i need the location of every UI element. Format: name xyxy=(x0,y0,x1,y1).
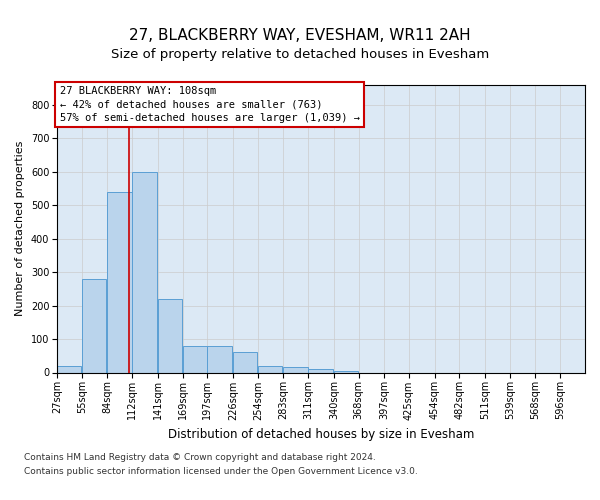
Bar xyxy=(57,366,82,372)
Bar xyxy=(308,369,332,372)
Y-axis label: Number of detached properties: Number of detached properties xyxy=(16,141,25,316)
Bar xyxy=(158,299,182,372)
Bar xyxy=(82,279,106,372)
Bar xyxy=(283,368,308,372)
Text: 27 BLACKBERRY WAY: 108sqm
← 42% of detached houses are smaller (763)
57% of semi: 27 BLACKBERRY WAY: 108sqm ← 42% of detac… xyxy=(59,86,359,123)
X-axis label: Distribution of detached houses by size in Evesham: Distribution of detached houses by size … xyxy=(168,428,474,441)
Text: 27, BLACKBERRY WAY, EVESHAM, WR11 2AH: 27, BLACKBERRY WAY, EVESHAM, WR11 2AH xyxy=(129,28,471,42)
Bar xyxy=(334,371,358,372)
Bar xyxy=(258,366,282,372)
Bar xyxy=(208,346,232,372)
Text: Contains HM Land Registry data © Crown copyright and database right 2024.: Contains HM Land Registry data © Crown c… xyxy=(24,452,376,462)
Bar xyxy=(107,192,132,372)
Text: Size of property relative to detached houses in Evesham: Size of property relative to detached ho… xyxy=(111,48,489,61)
Bar xyxy=(233,352,257,372)
Bar xyxy=(132,172,157,372)
Text: Contains public sector information licensed under the Open Government Licence v3: Contains public sector information licen… xyxy=(24,468,418,476)
Bar xyxy=(182,346,207,372)
